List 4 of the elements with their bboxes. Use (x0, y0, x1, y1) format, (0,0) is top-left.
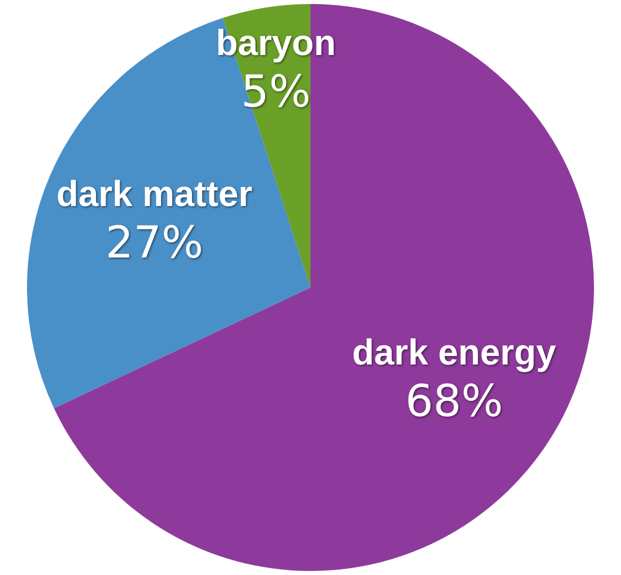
slice-label: dark matter (56, 172, 252, 214)
slice-label: dark energy (352, 332, 556, 373)
data-label: 27% (105, 217, 204, 268)
data-label: 68% (405, 376, 504, 428)
